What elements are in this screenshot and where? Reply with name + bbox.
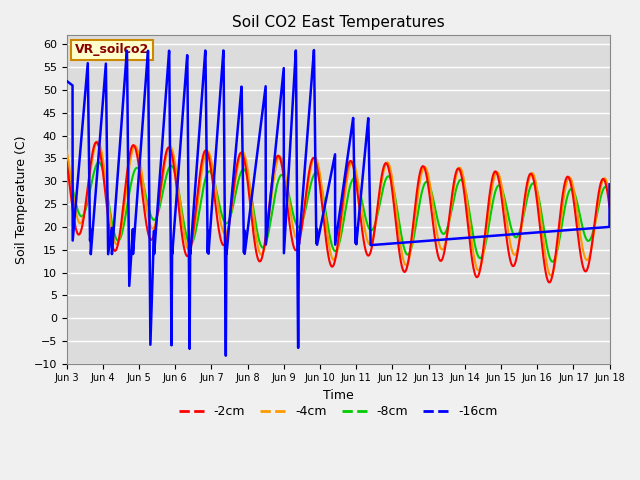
Title: Soil CO2 East Temperatures: Soil CO2 East Temperatures bbox=[232, 15, 445, 30]
Text: VR_soilco2: VR_soilco2 bbox=[75, 43, 149, 56]
X-axis label: Time: Time bbox=[323, 389, 353, 402]
Legend: -2cm, -4cm, -8cm, -16cm: -2cm, -4cm, -8cm, -16cm bbox=[173, 400, 502, 423]
Y-axis label: Soil Temperature (C): Soil Temperature (C) bbox=[15, 135, 28, 264]
